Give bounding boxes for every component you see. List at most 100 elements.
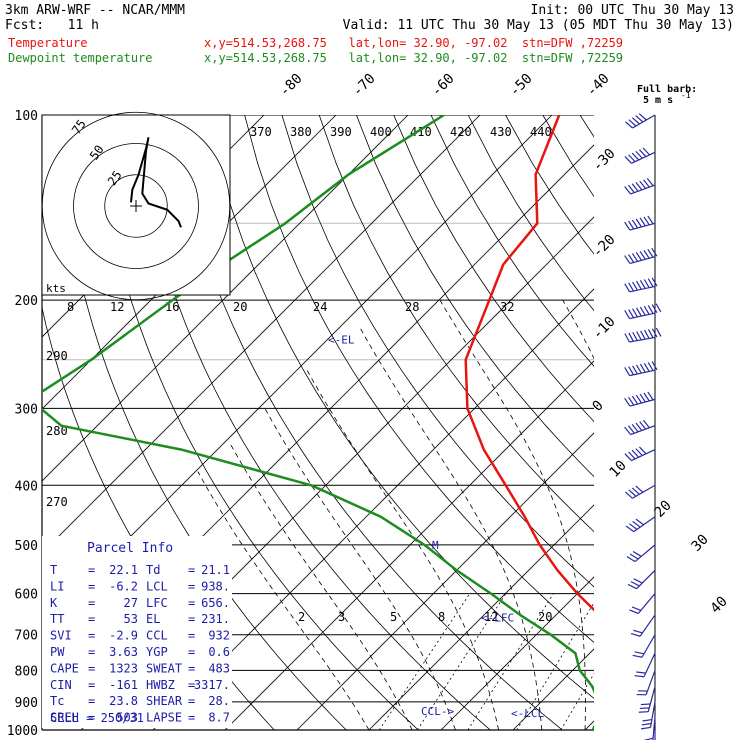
pressure-tick-label: 900 <box>15 696 38 711</box>
wind-barb-flag <box>647 278 654 288</box>
wind-barb-flag <box>647 305 654 314</box>
parcel-row-label: TT <box>50 612 64 626</box>
wind-barb-staff <box>641 634 656 658</box>
level-annotation: M <box>432 539 439 552</box>
parcel-row-value: 23.8 <box>109 694 138 708</box>
parcel-row-value: 53 <box>124 612 138 626</box>
parcel-info-background <box>42 536 232 728</box>
isotherm-label: -70 <box>350 71 379 100</box>
wind-barb-staff <box>632 484 656 499</box>
wind-barb <box>624 327 662 343</box>
hodograph-ring <box>73 143 199 269</box>
mixing-ratio-line <box>560 672 594 730</box>
wind-barb-flag <box>635 218 642 228</box>
wind-barb-flag <box>651 361 658 371</box>
wind-barb-flag <box>627 583 637 590</box>
dry-adiabat <box>505 115 594 255</box>
wind-barb-flag <box>646 177 654 187</box>
temperature-legend-label: Temperature <box>8 36 88 50</box>
parcel-row-label: Td <box>146 563 160 577</box>
wind-barb-flag <box>638 711 649 713</box>
wind-barb-flag <box>624 310 631 319</box>
wind-barb-flag <box>632 520 641 528</box>
mixing-ratio-label: 20 <box>233 300 247 314</box>
isotherm-label: -80 <box>277 71 306 100</box>
parcel-row-value: 1323 <box>109 661 138 675</box>
mixing-ratio-line <box>619 594 696 730</box>
wind-barb-flag <box>634 675 645 678</box>
parcel-row-value: 938. <box>201 579 230 593</box>
wind-barb-flag <box>642 419 650 429</box>
wind-barb-flag <box>651 247 658 257</box>
wind-barb-flag <box>624 426 632 435</box>
wind-barb-staff <box>629 222 656 231</box>
wind-barb-flag <box>624 186 632 195</box>
wind-barb-flag <box>635 307 642 317</box>
wind-barb <box>624 277 658 293</box>
parcel-row-label: SVI <box>50 629 72 643</box>
pressure-tick-label: 600 <box>15 588 38 603</box>
wind-barb-flag <box>630 632 641 637</box>
barb-header-exponent: -1 <box>681 91 691 100</box>
wind-barb <box>629 593 656 615</box>
dry-adiabat <box>132 115 491 730</box>
wind-barb-flag <box>641 726 651 730</box>
parcel-row-label: HWBZ <box>146 678 175 692</box>
parcel-row-equals: = <box>88 678 95 692</box>
level-annotation: <-LFC <box>481 611 514 624</box>
wind-barb-staff <box>643 652 656 677</box>
mixing-ratio-label: 20 <box>538 610 552 624</box>
hodograph-trace <box>130 137 182 228</box>
wind-barb-flag <box>642 718 652 722</box>
wind-barb-flag <box>638 446 647 455</box>
wind-barb-staff <box>629 285 656 293</box>
theta-e-label: 290 <box>46 349 68 363</box>
parcel-cell-motion: CELL = 250/31 <box>50 711 144 725</box>
wind-barb <box>626 544 656 563</box>
mixing-ratio-label: 12 <box>110 300 124 314</box>
wind-barb-staff <box>630 425 656 436</box>
wind-barb-flag <box>624 453 632 462</box>
wind-barb <box>624 303 662 320</box>
parcel-row-label: K <box>50 596 58 610</box>
wind-barb-flag <box>628 396 635 406</box>
parcel-row-equals: = <box>88 612 95 626</box>
isotherm-label: -20 <box>590 232 619 261</box>
pressure-tick-label: 700 <box>15 629 38 644</box>
moist-adiabat <box>439 299 586 730</box>
dry-adiabat <box>393 115 594 423</box>
wind-barb-flag <box>640 703 651 706</box>
wind-barb-flag <box>635 115 644 123</box>
isotherm <box>42 115 337 410</box>
wind-barb-flag <box>631 117 640 125</box>
wind-barb-flag <box>624 333 630 343</box>
parcel-row-label: CIN <box>50 678 72 692</box>
wind-barb-flag <box>639 393 646 403</box>
wind-barb-flag <box>638 113 647 121</box>
wind-barb-flag <box>639 421 647 430</box>
wind-barb <box>627 569 656 590</box>
wind-barb-flag <box>643 216 650 226</box>
wind-barb-flag <box>635 448 643 456</box>
wind-barb <box>641 701 656 730</box>
mixing-ratio-label: 8 <box>438 610 445 624</box>
temperature-trace <box>464 115 594 612</box>
hodograph: 25 50 75 kts <box>41 111 231 301</box>
wind-barb-flag <box>639 306 646 316</box>
mixing-ratio-line <box>417 593 507 730</box>
parcel-row-label: SHEAR <box>146 694 183 708</box>
wind-barb-staff <box>629 256 656 265</box>
wind-barb <box>624 391 656 407</box>
parcel-row-label: CAPE <box>50 661 79 675</box>
wind-barb-flag <box>629 553 639 560</box>
hodograph-units: kts <box>46 282 66 295</box>
wind-barb-flag <box>639 180 647 189</box>
wind-barb-flag <box>640 330 646 340</box>
theta-label: 440 <box>530 125 552 139</box>
dewpoint-legend-label: Dewpoint temperature <box>8 51 153 65</box>
isotherm-label: -30 <box>590 146 619 175</box>
wind-barb-flag <box>631 606 642 611</box>
wind-barb-flag <box>624 283 631 293</box>
parcel-row-value: 8.7 <box>208 711 230 725</box>
wind-barb-flag <box>628 451 636 460</box>
